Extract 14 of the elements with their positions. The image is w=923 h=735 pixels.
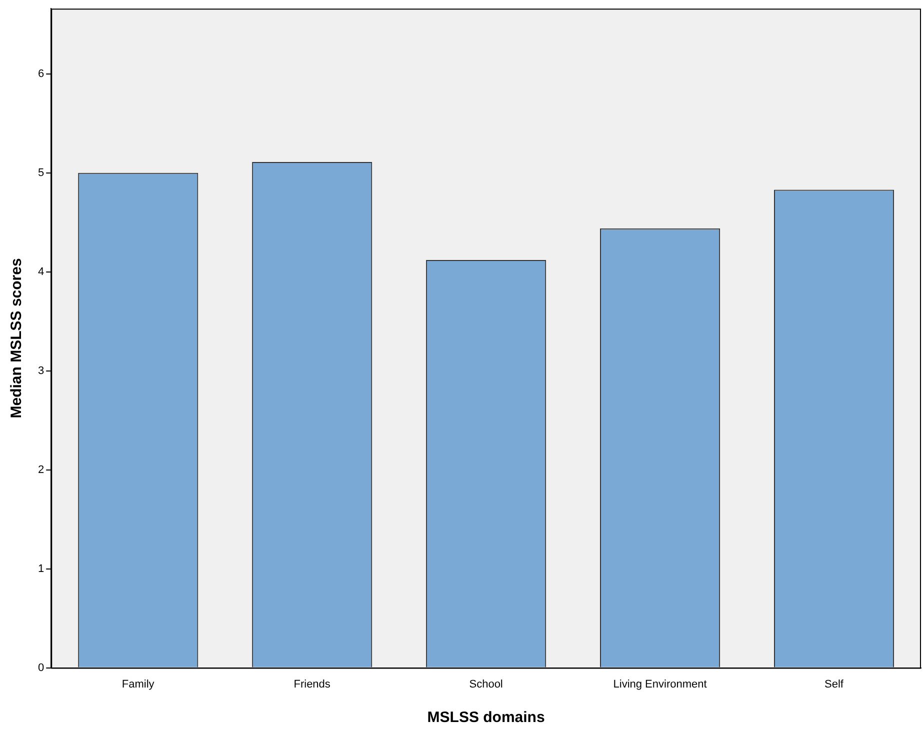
y-tick-label: 1 (38, 562, 44, 575)
y-axis-title: Median MSLSS scores (8, 258, 26, 418)
x-axis-title: MSLSS domains (427, 709, 545, 726)
y-tick-label: 3 (38, 364, 44, 377)
y-tick-label: 2 (38, 464, 44, 476)
y-tick-label: 6 (38, 68, 44, 80)
y-tick-label: 5 (38, 166, 44, 179)
y-tick-label: 4 (38, 266, 44, 278)
x-tick-label: Friends (294, 678, 331, 690)
y-tick-label: 0 (38, 662, 44, 674)
x-tick-label: Living Environment (613, 678, 707, 690)
x-tick-label: School (469, 678, 503, 690)
x-tick-label: Family (122, 678, 155, 690)
x-tick-label: Self (824, 678, 844, 690)
